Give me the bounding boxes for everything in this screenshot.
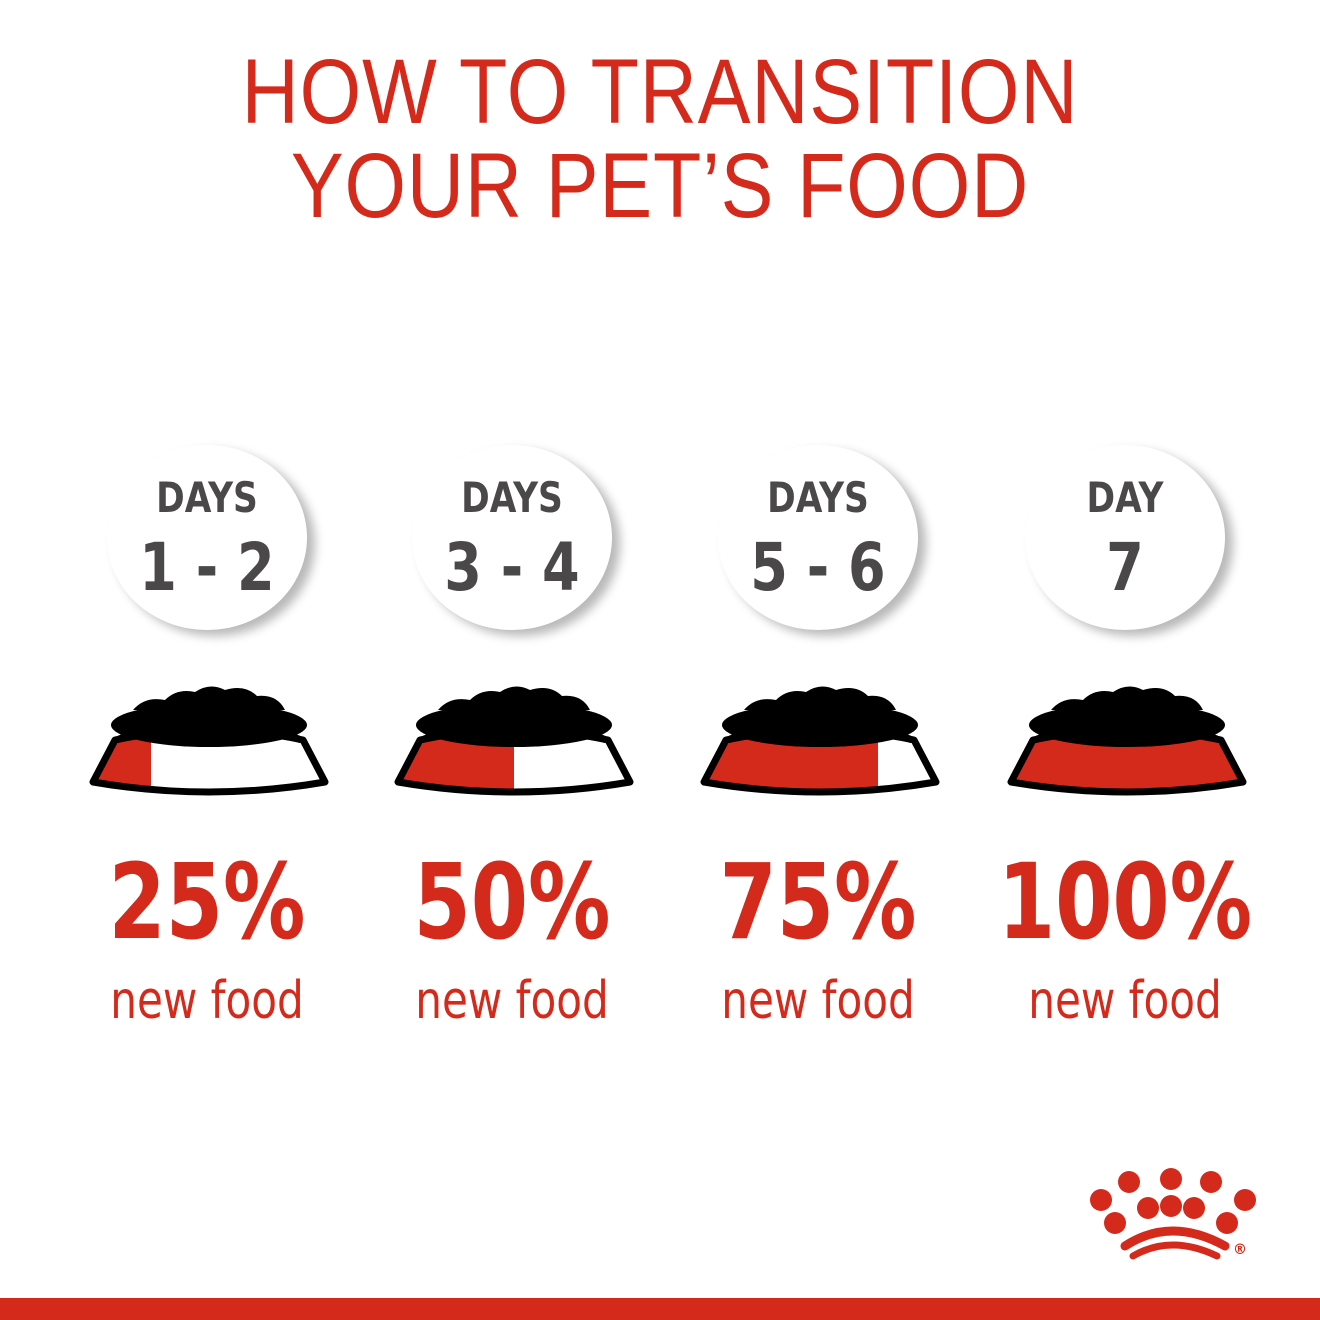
day-circle [412,445,612,630]
days-label: DAYS [461,473,563,522]
days-range: 5 - 6 [750,529,886,606]
days-label: DAY [1086,473,1164,522]
percent-value: 50% [413,841,611,963]
food-bowl-icon [700,686,940,796]
days-range: 1 - 2 [139,529,275,606]
percent-value: 100% [997,841,1253,963]
crown-logo-icon: ® [1090,1168,1256,1260]
title-line-2: YOUR PET’S FOOD [290,135,1030,237]
food-bowl-icon [1007,686,1247,796]
days-range: 3 - 4 [444,529,580,606]
food-bowl-icon [89,686,329,796]
food-bowl-icon [394,686,634,796]
title-line-1: HOW TO TRANSITION [241,41,1079,143]
bottom-brand-bar [0,1298,1320,1320]
new-food-caption: new food [110,971,304,1031]
new-food-caption: new food [1028,971,1222,1031]
percent-value: 75% [719,841,917,963]
days-label: DAYS [767,473,869,522]
percent-value: 25% [108,841,306,963]
days-label: DAYS [156,473,258,522]
days-range: 7 [1106,529,1144,606]
registered-mark: ® [1233,1242,1247,1258]
day-circle [107,445,307,630]
new-food-caption: new food [415,971,609,1031]
day-circle [1025,445,1225,630]
day-circle [718,445,918,630]
new-food-caption: new food [721,971,915,1031]
